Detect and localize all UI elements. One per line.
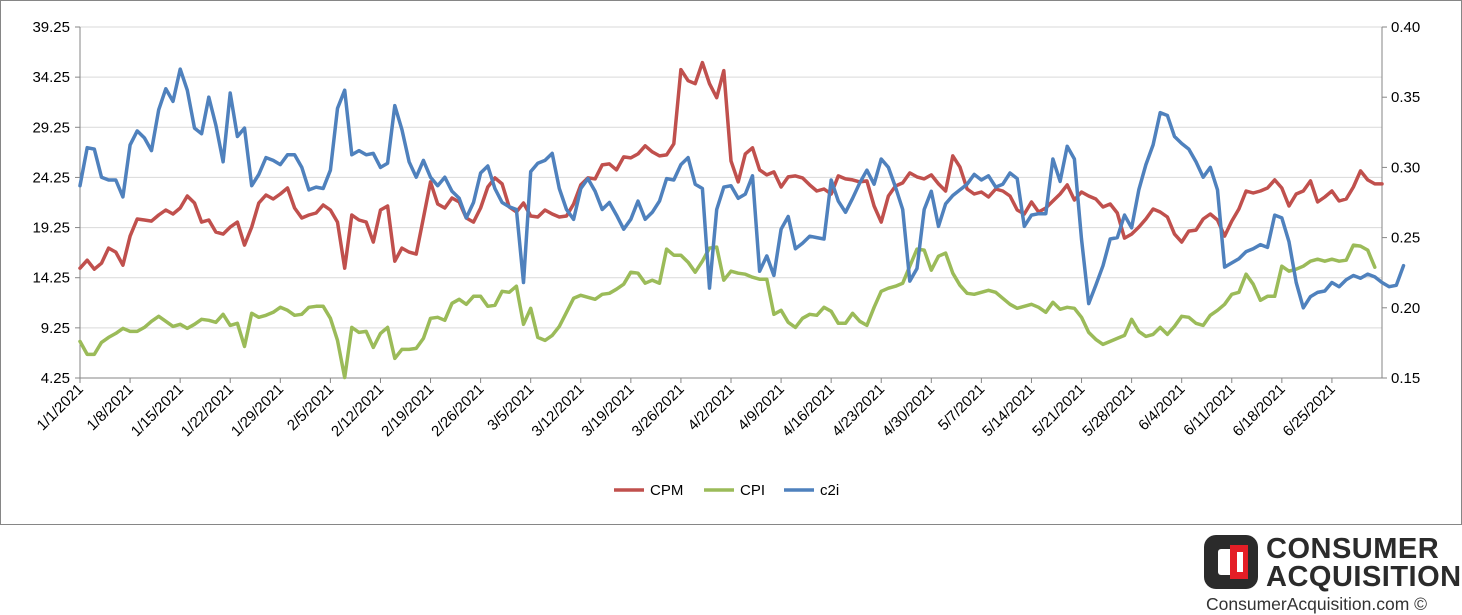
y-right-tick-label: 0.40	[1391, 19, 1420, 36]
brand-name-line2: ACQUISITION	[1266, 561, 1462, 593]
legend-label-c2i: c2i	[820, 482, 839, 499]
series-line-c2i	[78, 67, 1406, 310]
series-lines	[78, 60, 1406, 380]
line-chart: 4.25 9.25 14.25 19.25 24.25 29.25 34.25 39.25 0.…	[0, 0, 1462, 525]
y-left-tick-label: 39.25	[32, 19, 70, 36]
series-line-cpm	[78, 60, 1384, 271]
y-left-tick-label: 9.25	[41, 320, 70, 337]
brand-name-line1: CONSUMER	[1266, 533, 1440, 565]
consumer-acquisition-logo-icon	[1204, 535, 1258, 589]
y-right-tick-label: 0.20	[1391, 300, 1420, 317]
y-left-tick-label: 34.25	[32, 69, 70, 86]
y-right-tick-label: 0.35	[1391, 89, 1420, 106]
y-left-tick-label: 14.25	[32, 270, 70, 287]
y-right-tick-label: 0.30	[1391, 159, 1420, 176]
brand-block: CONSUMER ACQUISITION ConsumerAcquisition…	[1196, 530, 1462, 615]
series-line-cpi	[78, 243, 1377, 380]
chart-border	[0, 0, 1462, 525]
y-left-tick-label: 19.25	[32, 220, 70, 237]
legend-label-cpi: CPI	[740, 482, 765, 499]
legend: CPM CPI c2i	[614, 482, 839, 499]
y-right-tick-label: 0.15	[1391, 370, 1420, 387]
legend-label-cpm: CPM	[650, 482, 683, 499]
chart-area: 4.25 9.25 14.25 19.25 24.25 29.25 34.25 39.25 0.…	[0, 0, 1462, 525]
y-left-tick-label: 29.25	[32, 119, 70, 136]
y-left-tick-label: 24.25	[32, 169, 70, 186]
brand-url: ConsumerAcquisition.com ©	[1206, 594, 1428, 614]
y-right-tick-label: 0.25	[1391, 230, 1420, 247]
y-left-tick-label: 4.25	[41, 370, 70, 387]
